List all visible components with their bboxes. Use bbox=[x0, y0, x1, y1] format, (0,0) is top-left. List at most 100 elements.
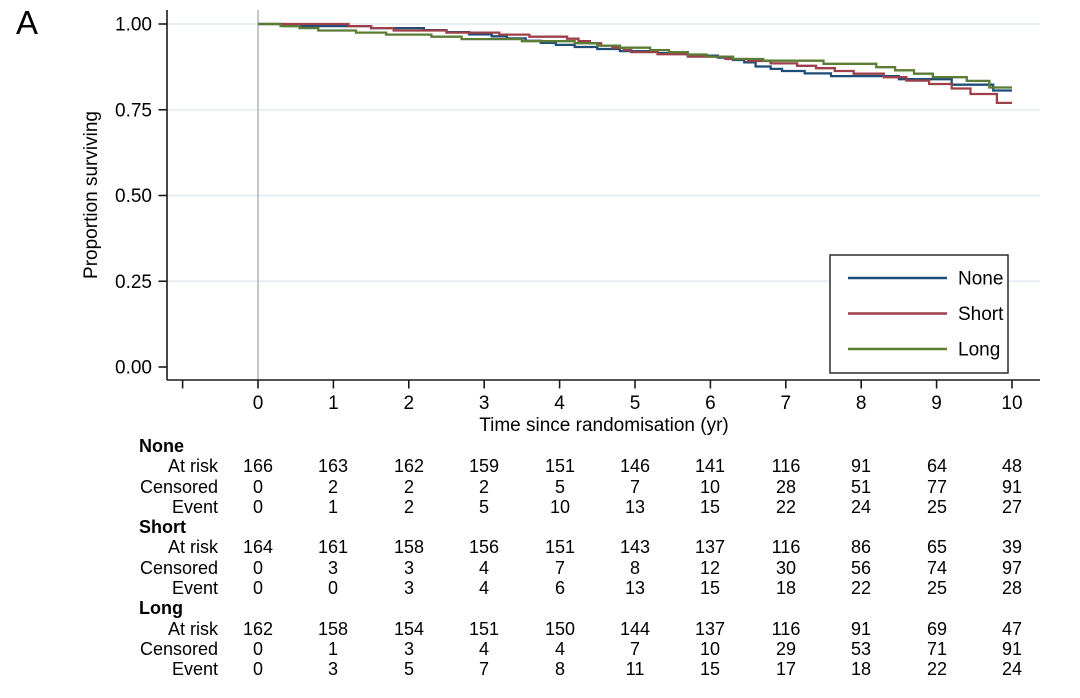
risk-cell: 69 bbox=[926, 618, 948, 639]
risk-cell: 162 bbox=[393, 456, 425, 477]
risk-cell: 3 bbox=[403, 578, 414, 599]
risk-cell: 3 bbox=[327, 557, 338, 578]
risk-cell: 25 bbox=[926, 496, 948, 517]
risk-cell: 143 bbox=[619, 537, 651, 558]
risk-cell: 151 bbox=[468, 618, 500, 639]
risk-cell: 0 bbox=[252, 557, 263, 578]
risk-cell: 56 bbox=[850, 557, 872, 578]
risk-row-label: Censored bbox=[139, 557, 218, 578]
risk-group-header-row-long: Long bbox=[0, 598, 1080, 618]
risk-cell: 91 bbox=[1001, 476, 1023, 497]
risk-cell: 24 bbox=[1001, 659, 1023, 680]
risk-cell: 0 bbox=[252, 496, 263, 517]
risk-row-event-short: Event 0 0 3 4 6 13 15 18 22 25 28 bbox=[0, 578, 1080, 598]
risk-cell: 1 bbox=[327, 496, 338, 517]
risk-cell: 51 bbox=[850, 476, 872, 497]
risk-row-at-risk-long: At risk 162 158 154 151 150 144 137 116 91 69 47 bbox=[0, 619, 1080, 639]
risk-cell: 4 bbox=[554, 638, 565, 659]
risk-cell: 161 bbox=[317, 537, 349, 558]
risk-cell: 5 bbox=[403, 659, 414, 680]
risk-cell: 91 bbox=[850, 618, 872, 639]
risk-cell: 6 bbox=[554, 578, 565, 599]
risk-cell: 2 bbox=[478, 476, 489, 497]
risk-cell: 2 bbox=[327, 476, 338, 497]
risk-row-label: Event bbox=[171, 659, 218, 680]
risk-cell: 29 bbox=[775, 638, 797, 659]
risk-cell: 12 bbox=[699, 557, 721, 578]
x-tick-label: 9 bbox=[931, 393, 942, 414]
risk-cell: 25 bbox=[926, 578, 948, 599]
risk-cell: 163 bbox=[317, 456, 349, 477]
risk-cell: 28 bbox=[775, 476, 797, 497]
risk-cell: 2 bbox=[403, 476, 414, 497]
risk-cell: 48 bbox=[1001, 456, 1023, 477]
risk-cell: 64 bbox=[926, 456, 948, 477]
risk-cell: 8 bbox=[629, 557, 640, 578]
risk-cell: 47 bbox=[1001, 618, 1023, 639]
risk-cell: 0 bbox=[252, 638, 263, 659]
risk-cell: 150 bbox=[544, 618, 576, 639]
legend-label-long: Long bbox=[958, 340, 1000, 361]
risk-cell: 22 bbox=[775, 496, 797, 517]
x-tick-label: 10 bbox=[1001, 393, 1022, 414]
risk-cell: 17 bbox=[775, 659, 797, 680]
risk-row-censored-short: Censored 0 3 3 4 7 8 12 30 56 74 97 bbox=[0, 558, 1080, 578]
risk-cell: 4 bbox=[478, 578, 489, 599]
risk-cell: 77 bbox=[926, 476, 948, 497]
risk-cell: 156 bbox=[468, 537, 500, 558]
risk-row-censored-none: Censored 0 2 2 2 5 7 10 28 51 77 91 bbox=[0, 477, 1080, 497]
risk-cell: 39 bbox=[1001, 537, 1023, 558]
risk-cell: 4 bbox=[478, 557, 489, 578]
risk-cell: 10 bbox=[549, 496, 571, 517]
risk-cell: 28 bbox=[1001, 578, 1023, 599]
y-tick-label: 0.25 bbox=[115, 272, 152, 293]
risk-cell: 116 bbox=[771, 618, 801, 639]
risk-cell: 146 bbox=[619, 456, 651, 477]
risk-row-label: Censored bbox=[139, 476, 218, 497]
risk-group-name: None bbox=[139, 436, 184, 456]
y-axis-title: Proportion surviving bbox=[81, 111, 102, 279]
y-tick-label: 0.75 bbox=[115, 100, 152, 121]
y-tick-label: 0.50 bbox=[115, 186, 152, 207]
risk-cell: 5 bbox=[554, 476, 565, 497]
risk-cell: 158 bbox=[393, 537, 425, 558]
risk-group-header-row-none: None bbox=[0, 436, 1080, 456]
risk-cell: 15 bbox=[699, 578, 721, 599]
risk-cell: 7 bbox=[629, 638, 640, 659]
risk-cell: 151 bbox=[544, 537, 576, 558]
x-tick-label: 5 bbox=[630, 393, 641, 414]
risk-cell: 8 bbox=[554, 659, 565, 680]
y-tick-label: 1.00 bbox=[115, 15, 152, 36]
survival-curve-short bbox=[258, 22, 1012, 105]
risk-cell: 10 bbox=[699, 638, 721, 659]
risk-cell: 151 bbox=[544, 456, 576, 477]
risk-cell: 86 bbox=[850, 537, 872, 558]
risk-cell: 144 bbox=[619, 618, 651, 639]
risk-row-label: Censored bbox=[139, 638, 218, 659]
risk-cell: 22 bbox=[850, 578, 872, 599]
y-tick-label: 0.00 bbox=[115, 358, 152, 379]
risk-cell: 7 bbox=[629, 476, 640, 497]
risk-cell: 164 bbox=[242, 537, 274, 558]
risk-cell: 137 bbox=[694, 537, 726, 558]
risk-row-censored-long: Censored 0 1 3 4 4 7 10 29 53 71 91 bbox=[0, 639, 1080, 659]
risk-cell: 97 bbox=[1001, 557, 1023, 578]
risk-cell: 71 bbox=[926, 638, 948, 659]
risk-cell: 137 bbox=[694, 618, 726, 639]
risk-cell: 4 bbox=[478, 638, 489, 659]
risk-cell: 116 bbox=[771, 456, 801, 477]
risk-cell: 91 bbox=[1001, 638, 1023, 659]
risk-cell: 7 bbox=[554, 557, 565, 578]
risk-cell: 15 bbox=[699, 659, 721, 680]
legend-label-short: Short bbox=[958, 304, 1004, 325]
x-tick-label: 8 bbox=[856, 393, 867, 414]
x-tick-label: 7 bbox=[781, 393, 792, 414]
risk-cell: 0 bbox=[252, 659, 263, 680]
x-tick-label: 3 bbox=[479, 393, 490, 414]
survival-curve-none bbox=[258, 22, 1012, 92]
risk-cell: 0 bbox=[252, 578, 263, 599]
risk-group-header-row-short: Short bbox=[0, 517, 1080, 537]
risk-cell: 3 bbox=[327, 659, 338, 680]
x-axis-title: Time since randomisation (yr) bbox=[479, 415, 729, 436]
x-tick-label: 2 bbox=[404, 393, 415, 414]
